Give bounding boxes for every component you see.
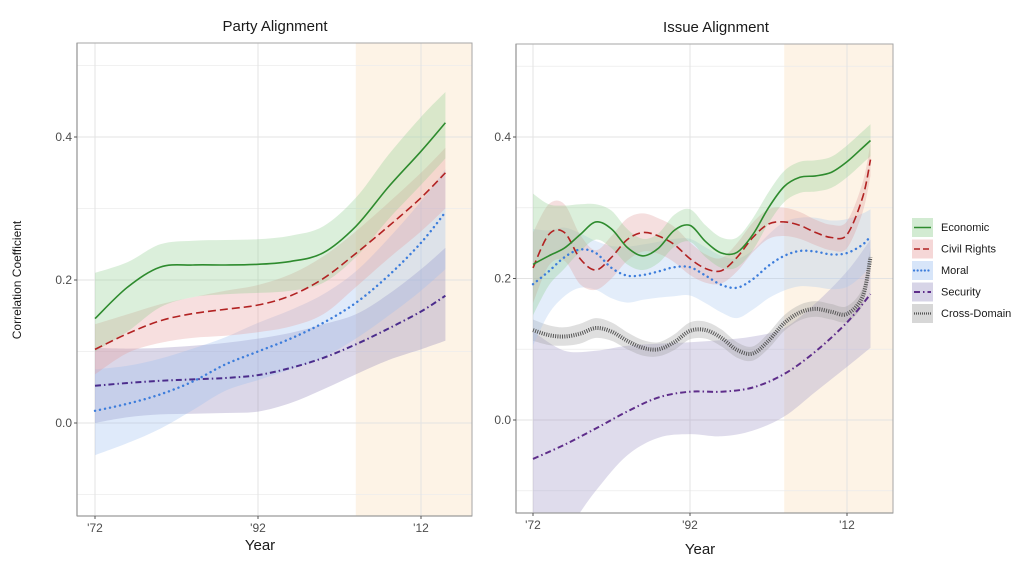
panel-title: Issue Alignment bbox=[663, 19, 770, 36]
y-tick-label: 0.0 bbox=[55, 416, 72, 430]
legend-label: Cross-Domain bbox=[941, 308, 1011, 320]
legend-item-moral: Moral bbox=[912, 261, 969, 280]
series-line-economic bbox=[94, 122, 447, 320]
series-line-civil-rights bbox=[94, 172, 446, 351]
panel-title: Party Alignment bbox=[222, 18, 328, 35]
x-tick-label: '12 bbox=[413, 521, 429, 535]
confidence-band-security bbox=[95, 247, 446, 423]
legend-label: Civil Rights bbox=[941, 244, 997, 256]
series-line-civil-rights bbox=[532, 159, 872, 273]
x-tick-label: '72 bbox=[525, 518, 541, 532]
confidence-band-economic bbox=[95, 92, 446, 352]
y-tick-label: 0.4 bbox=[494, 130, 511, 144]
y-axis-title: Correlation Coefficient bbox=[10, 220, 24, 339]
x-tick-label: '92 bbox=[250, 521, 266, 535]
x-axis-title: Year bbox=[685, 541, 715, 558]
x-axis-title: Year bbox=[245, 537, 275, 554]
legend-key-fill bbox=[912, 239, 933, 259]
x-tick-label: '92 bbox=[682, 518, 698, 532]
legend-label: Economic bbox=[941, 222, 990, 234]
confidence-band-moral bbox=[95, 169, 446, 456]
legend-label: Security bbox=[941, 287, 981, 299]
legend-key-fill bbox=[912, 261, 933, 280]
x-tick-label: '12 bbox=[839, 518, 855, 532]
legend-item-cross-domain: Cross-Domain bbox=[912, 304, 1011, 323]
series-line-security bbox=[94, 294, 446, 387]
y-tick-label: 0.4 bbox=[55, 130, 72, 144]
confidence-band-cross-domain bbox=[533, 248, 871, 362]
series-line-moral bbox=[531, 234, 872, 290]
confidence-band-civil-rights bbox=[95, 147, 446, 375]
legend-key-fill bbox=[912, 282, 933, 302]
party-alignment-panel: Party Alignment 0.00.20.4'72'92'12 Year … bbox=[10, 18, 473, 554]
legend: Economic Civil Rights Moral Security Cross-D… bbox=[912, 218, 1011, 323]
series-line-economic bbox=[532, 139, 872, 266]
confidence-band-moral bbox=[533, 209, 871, 346]
confidence-band-economic bbox=[533, 124, 871, 316]
series-line-security bbox=[532, 293, 872, 460]
y-tick-label: 0.0 bbox=[494, 413, 511, 427]
legend-item-security: Security bbox=[912, 282, 981, 302]
plot-area: 0.0 0.2 0.4 '72 '92 '12 bbox=[494, 43, 894, 532]
legend-item-civil-rights: Civil Rights bbox=[912, 239, 997, 259]
y-tick-label: 0.2 bbox=[494, 272, 511, 286]
series-line-cross-domain bbox=[532, 256, 873, 356]
legend-label: Moral bbox=[941, 265, 969, 277]
x-tick-label: '72 bbox=[87, 521, 103, 535]
gridlines bbox=[77, 43, 472, 516]
plot-area: 0.0 0.2 0.4 '72 '92 '12 bbox=[55, 42, 473, 535]
issue-alignment-panel: Issue Alignment 0.0 0.2 0.4 '72 '92 '12 Year bbox=[494, 19, 894, 558]
gridlines bbox=[516, 44, 893, 513]
confidence-band-civil-rights bbox=[533, 143, 871, 304]
confidence-band-security bbox=[533, 239, 871, 513]
legend-item-economic: Economic bbox=[912, 218, 990, 237]
y-tick-label: 0.2 bbox=[55, 273, 72, 287]
